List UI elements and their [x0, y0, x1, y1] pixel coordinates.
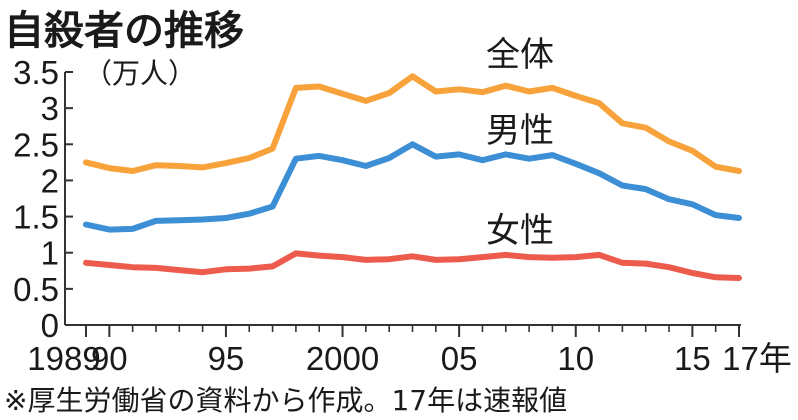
x-tick-label: 17年	[722, 340, 792, 377]
series-line	[83, 73, 742, 174]
y-tick-label: 1	[41, 235, 59, 272]
y-tick-label: 3	[41, 90, 59, 127]
y-tick-label: 2	[41, 162, 59, 199]
x-tick-label: 10	[557, 340, 594, 377]
series-label: 全体	[486, 35, 554, 75]
series-line	[83, 141, 742, 233]
series-line	[83, 250, 742, 281]
source-footnote: ※厚生労働省の資料から作成。17年は速報値	[4, 384, 567, 417]
y-tick-label: 2.5	[13, 126, 59, 163]
y-tick-label: 0	[41, 307, 59, 344]
x-tick-label: 1989	[27, 340, 100, 377]
x-tick-label: 2000	[306, 340, 379, 377]
x-tick-label: 90	[91, 340, 128, 377]
y-tick-label: 0.5	[13, 271, 59, 308]
y-tick-label: 1.5	[13, 199, 59, 236]
chart-title: 自殺者の推移	[4, 8, 244, 54]
series-label: 男性	[486, 111, 554, 151]
x-tick-label: 95	[208, 340, 245, 377]
x-tick-label: 05	[441, 340, 478, 377]
series-label: 女性	[486, 211, 554, 251]
y-tick-label: 3.5	[13, 54, 59, 91]
series-lines	[83, 73, 742, 281]
y-axis-unit-label: （万人）	[84, 57, 196, 90]
x-tick-label: 15	[674, 340, 711, 377]
